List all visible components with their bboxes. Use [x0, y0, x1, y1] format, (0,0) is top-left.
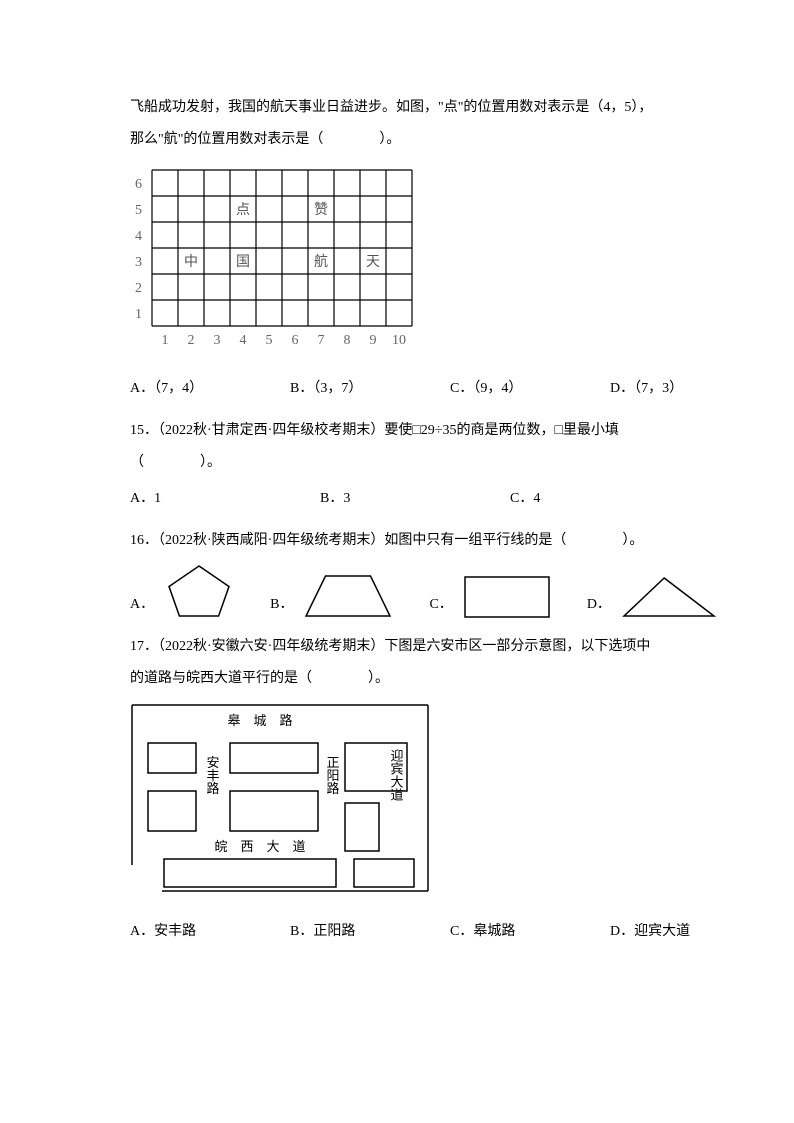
svg-text:5: 5 [135, 203, 142, 218]
q14-option-a[interactable]: A．（7，4） [130, 375, 260, 403]
pentagon-icon [164, 563, 234, 619]
svg-text:天: 天 [366, 255, 380, 270]
rectangle-icon [463, 575, 551, 619]
q14-option-c[interactable]: C．（9，4） [450, 375, 580, 403]
svg-text:9: 9 [370, 333, 377, 348]
q17-text-line2: 的道路与皖西大道平行的是（ ）。 [130, 665, 684, 693]
q16-options: A． B． C． D． [130, 563, 684, 619]
q14-option-d[interactable]: D．（7，3） [610, 375, 740, 403]
svg-text:皖 西 大 道: 皖 西 大 道 [214, 839, 305, 854]
svg-text:中: 中 [184, 254, 198, 270]
svg-text:4: 4 [135, 229, 142, 244]
q17-option-b[interactable]: B．正阳路 [290, 918, 420, 946]
svg-text:安丰路: 安丰路 [205, 756, 220, 795]
q14-intro-line2: 那么"航"的位置用数对表示是（ ）。 [130, 126, 684, 154]
q15-option-b[interactable]: B．3 [320, 485, 480, 513]
svg-text:迎宾大道: 迎宾大道 [389, 749, 404, 801]
svg-text:国: 国 [236, 255, 250, 270]
q16-label-c: C． [429, 591, 452, 619]
svg-text:1: 1 [162, 333, 169, 348]
q15-options: A．1 B．3 C．4 [130, 485, 684, 513]
svg-text:赞: 赞 [314, 202, 328, 218]
q15-option-a[interactable]: A．1 [130, 485, 290, 513]
q14-option-b[interactable]: B．（3，7） [290, 375, 420, 403]
triangle-icon [621, 575, 717, 619]
q15-text-line1: 15．（2022秋·甘肃定西·四年级校考期末）要使□29÷35的商是两位数，□里… [130, 417, 684, 445]
q16-label-d: D． [587, 591, 611, 619]
map-svg: 皋 城 路安丰路 正阳路 迎宾大道皖 西 大 道 [130, 703, 430, 893]
svg-text:航: 航 [314, 254, 328, 270]
svg-text:8: 8 [344, 333, 351, 348]
q15-text-line2: （ ）。 [130, 449, 684, 477]
svg-text:6: 6 [135, 177, 142, 192]
svg-text:6: 6 [292, 333, 299, 348]
q17-option-c[interactable]: C．皋城路 [450, 918, 580, 946]
svg-text:1: 1 [135, 307, 142, 322]
svg-text:3: 3 [214, 333, 221, 348]
q14-options: A．（7，4） B．（3，7） C．（9，4） D．（7，3） [130, 375, 684, 403]
q16-option-a[interactable]: A． [130, 563, 234, 619]
q16-label-a: A． [130, 591, 154, 619]
svg-text:3: 3 [135, 255, 142, 270]
q16-option-d[interactable]: D． [587, 575, 717, 619]
svg-text:2: 2 [188, 333, 195, 348]
q17-options: A．安丰路 B．正阳路 C．皋城路 D．迎宾大道 [130, 918, 684, 946]
q17-option-a[interactable]: A．安丰路 [130, 918, 260, 946]
q14-intro-line1: 飞船成功发射，我国的航天事业日益进步。如图，"点"的位置用数对表示是（4，5）， [130, 94, 684, 122]
svg-text:2: 2 [135, 281, 142, 296]
svg-text:7: 7 [318, 333, 325, 348]
q17-option-d[interactable]: D．迎宾大道 [610, 918, 740, 946]
q16-text: 16．（2022秋·陕西咸阳·四年级统考期末）如图中只有一组平行线的是（ ）。 [130, 527, 684, 555]
svg-text:4: 4 [240, 333, 247, 348]
q17-map-figure: 皋 城 路安丰路 正阳路 迎宾大道皖 西 大 道 [130, 703, 684, 904]
svg-text:点: 点 [236, 202, 250, 218]
q17-text-line1: 17．（2022秋·安徽六安·四年级统考期末）下图是六安市区一部分示意图，以下选… [130, 633, 684, 661]
q16-option-c[interactable]: C． [429, 575, 550, 619]
q16-option-b[interactable]: B． [270, 573, 393, 619]
q15-option-c[interactable]: C．4 [510, 485, 610, 513]
svg-text:10: 10 [392, 333, 406, 348]
q14-grid-figure: 1 2 3 4 5 6 1 2 3 4 5 6 7 8 9 10 点 赞中 国 航 天 [130, 164, 684, 361]
q16-label-b: B． [270, 591, 293, 619]
svg-text:5: 5 [266, 333, 273, 348]
grid-svg: 1 2 3 4 5 6 1 2 3 4 5 6 7 8 9 10 点 赞中 国 航 天 [130, 164, 418, 350]
svg-text:皋 城 路: 皋 城 路 [227, 713, 292, 728]
svg-text:正阳路: 正阳路 [325, 756, 340, 795]
trapezoid-icon [303, 573, 393, 619]
